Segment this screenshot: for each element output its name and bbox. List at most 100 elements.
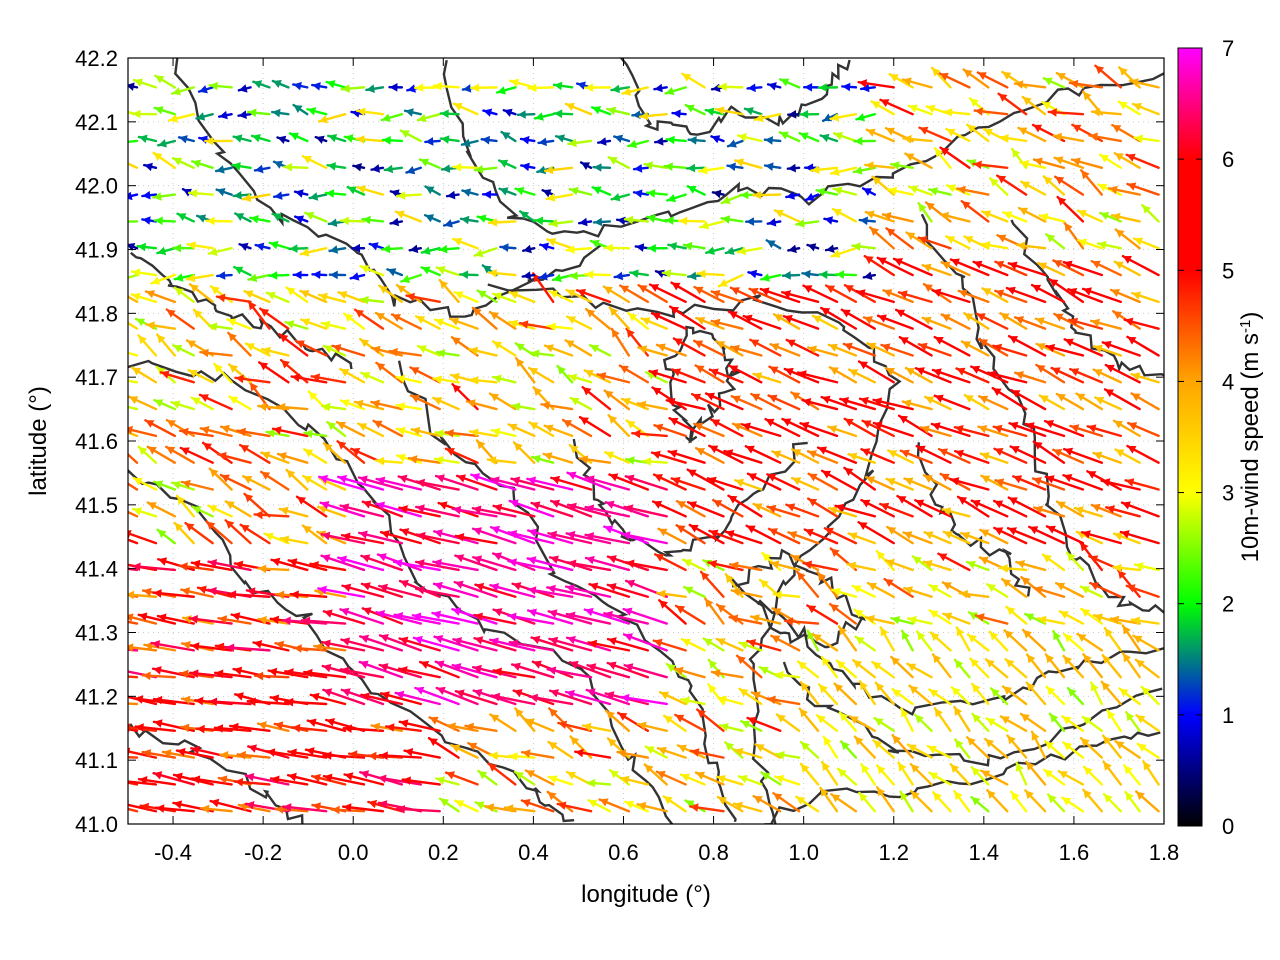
- wind-vector: [933, 394, 971, 411]
- wind-vector: [566, 471, 612, 491]
- wind-vector: [141, 216, 158, 225]
- wind-vector: [355, 107, 385, 117]
- wind-vector: [945, 235, 971, 250]
- wind-vector: [939, 146, 971, 169]
- wind-vector: [281, 803, 328, 813]
- wind-vector: [564, 102, 593, 116]
- wind-vector: [866, 342, 895, 357]
- wind-vector: [815, 714, 839, 733]
- wind-vector: [970, 766, 990, 786]
- wind-vector: [539, 242, 555, 251]
- wind-vector: [397, 666, 441, 679]
- wind-vector: [1103, 388, 1141, 411]
- wind-vector: [244, 773, 290, 786]
- wind-vector: [1007, 496, 1047, 518]
- wind-vector: [744, 445, 782, 464]
- wind-vector: [1116, 568, 1141, 598]
- wind-vector: [704, 597, 725, 625]
- wind-vector: [938, 72, 971, 89]
- wind-vector: [271, 212, 290, 223]
- wind-vector: [994, 289, 1028, 304]
- wind-vector: [526, 556, 574, 572]
- wind-vector: [289, 590, 328, 599]
- wind-vector: [822, 735, 839, 759]
- wind-vector: [876, 256, 914, 277]
- wind-vector: [872, 397, 914, 411]
- wind-vector: [547, 775, 574, 786]
- wind-vector: [1100, 680, 1122, 706]
- y-tick-label: 41.4: [75, 557, 118, 582]
- wind-vector: [979, 452, 1009, 464]
- wind-vector: [306, 107, 328, 116]
- wind-vector: [584, 532, 631, 545]
- wind-vector: [375, 476, 422, 491]
- wind-vector: [337, 555, 385, 572]
- wind-vector: [568, 660, 612, 679]
- wind-vector: [956, 495, 990, 518]
- wind-vector: [265, 748, 309, 759]
- wind-vector: [885, 227, 914, 250]
- wind-vector: [452, 637, 498, 652]
- wind-vector: [828, 366, 858, 384]
- wind-vector: [491, 292, 517, 304]
- wind-vector: [1123, 317, 1160, 330]
- wind-vector: [888, 73, 914, 89]
- wind-vector: [284, 668, 328, 679]
- wind-vector: [981, 210, 1009, 223]
- wind-vector: [751, 190, 782, 200]
- wind-vector: [1124, 478, 1160, 491]
- wind-vector: [619, 693, 668, 706]
- wind-vector: [278, 333, 309, 357]
- wind-vector: [265, 429, 290, 438]
- wind-vector: [195, 724, 233, 734]
- wind-vector: [977, 425, 1009, 438]
- x-axis-label: longitude (°): [581, 881, 711, 908]
- wind-vector: [227, 331, 252, 357]
- wind-vector: [710, 418, 744, 438]
- wind-vector: [234, 212, 252, 223]
- wind-vector: [488, 310, 517, 330]
- wind-vector: [847, 532, 877, 545]
- wind-vector: [537, 137, 555, 147]
- wind-vector: [343, 772, 385, 786]
- wind-vector: [507, 558, 555, 572]
- wind-vector: [670, 476, 706, 491]
- wind-vector: [392, 559, 441, 572]
- wind-vector: [287, 748, 328, 759]
- wind-vector: [803, 83, 820, 92]
- y-axis-label: latitude (°): [25, 386, 52, 496]
- wind-vector: [807, 472, 839, 491]
- wind-vector: [836, 767, 858, 786]
- wind-vector: [965, 736, 990, 759]
- wind-vector: [360, 554, 404, 572]
- wind-vector: [1126, 444, 1160, 464]
- wind-vector: [452, 237, 479, 250]
- wind-vector: [636, 721, 668, 733]
- wind-vector: [627, 139, 650, 149]
- wind-vector: [353, 399, 385, 411]
- y-tick-label: 41.2: [75, 684, 118, 709]
- wind-vector: [128, 590, 158, 600]
- wind-vector: [1055, 581, 1085, 598]
- wind-vector: [769, 560, 801, 572]
- wind-vector: [645, 189, 668, 198]
- wind-vector: [520, 162, 536, 172]
- wind-vector: [489, 476, 536, 491]
- wind-vector: [1006, 527, 1047, 545]
- wind-vector: [862, 316, 895, 330]
- wind-vector: [829, 112, 858, 122]
- wind-vector: [795, 795, 820, 813]
- wind-vector: [378, 583, 422, 598]
- wind-vector: [176, 212, 195, 223]
- wind-vector: [1133, 134, 1160, 143]
- wind-vector: [321, 639, 366, 652]
- wind-vector: [972, 160, 1009, 170]
- wind-vector: [128, 538, 139, 545]
- wind-vector: [226, 590, 271, 599]
- wind-vector: [424, 185, 441, 196]
- wind-vector: [207, 322, 233, 331]
- wind-vector: [213, 724, 252, 733]
- wind-vector: [568, 186, 593, 196]
- wind-vector: [1090, 681, 1104, 706]
- wind-vector: [432, 375, 460, 384]
